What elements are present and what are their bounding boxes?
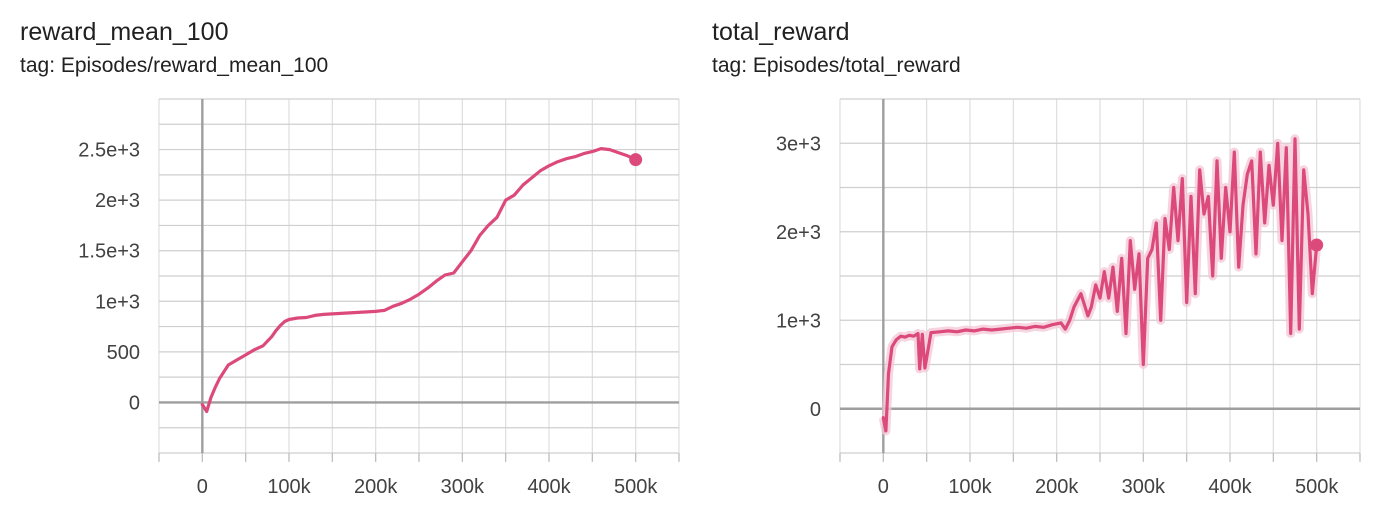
x-tick-label: 400k: [527, 476, 571, 498]
total-reward-chart-panel: total_reward tag: Episodes/total_reward …: [692, 0, 1384, 510]
series-line: [881, 137, 1319, 433]
chart-tag: tag: Episodes/reward_mean_100: [20, 54, 329, 77]
chart-title: reward_mean_100: [20, 18, 229, 46]
x-tick-label: 0: [878, 476, 889, 498]
x-tick-label: 300k: [1122, 476, 1166, 498]
y-tick-label: 3e+3: [776, 133, 821, 155]
series-end-point: [629, 153, 643, 167]
x-tick-label: 500k: [614, 476, 658, 498]
x-tick-label: 200k: [354, 476, 398, 498]
x-tick-label: 100k: [267, 476, 311, 498]
series-end-point: [1310, 238, 1324, 252]
x-tick-label: 0: [197, 476, 208, 498]
y-tick-label: 500: [107, 342, 140, 364]
x-tick-label: 500k: [1295, 476, 1339, 498]
y-tick-label: 2e+3: [95, 190, 140, 212]
y-tick-label: 2e+3: [776, 222, 821, 244]
y-tick-label: 1e+3: [95, 291, 140, 313]
total-reward-plot: 0 100k 200k 300k 400k 500k 0 1e+3 2e+3 3e+3: [776, 98, 1361, 498]
chart-title: total_reward: [712, 18, 850, 46]
y-tick-label: 2.5e+3: [78, 140, 140, 162]
x-tick-label: 100k: [948, 476, 992, 498]
reward-mean-plot: 0 100k 200k 300k 400k 500k 0 500 1e+3 1.5e+3 2e+3 2…: [78, 98, 680, 498]
x-tick-label: 200k: [1035, 476, 1079, 498]
reward-mean-chart-panel: reward_mean_100 tag: Episodes/reward_mea…: [20, 18, 680, 498]
y-tick-label: 0: [810, 399, 821, 421]
x-tick-label: 300k: [441, 476, 485, 498]
y-tick-label: 1.5e+3: [78, 241, 140, 263]
series-line: [200, 147, 638, 414]
y-tick-label: 1e+3: [776, 310, 821, 332]
chart-tag: tag: Episodes/total_reward: [712, 54, 961, 77]
y-tick-label: 0: [129, 392, 140, 414]
x-tick-label: 400k: [1208, 476, 1252, 498]
